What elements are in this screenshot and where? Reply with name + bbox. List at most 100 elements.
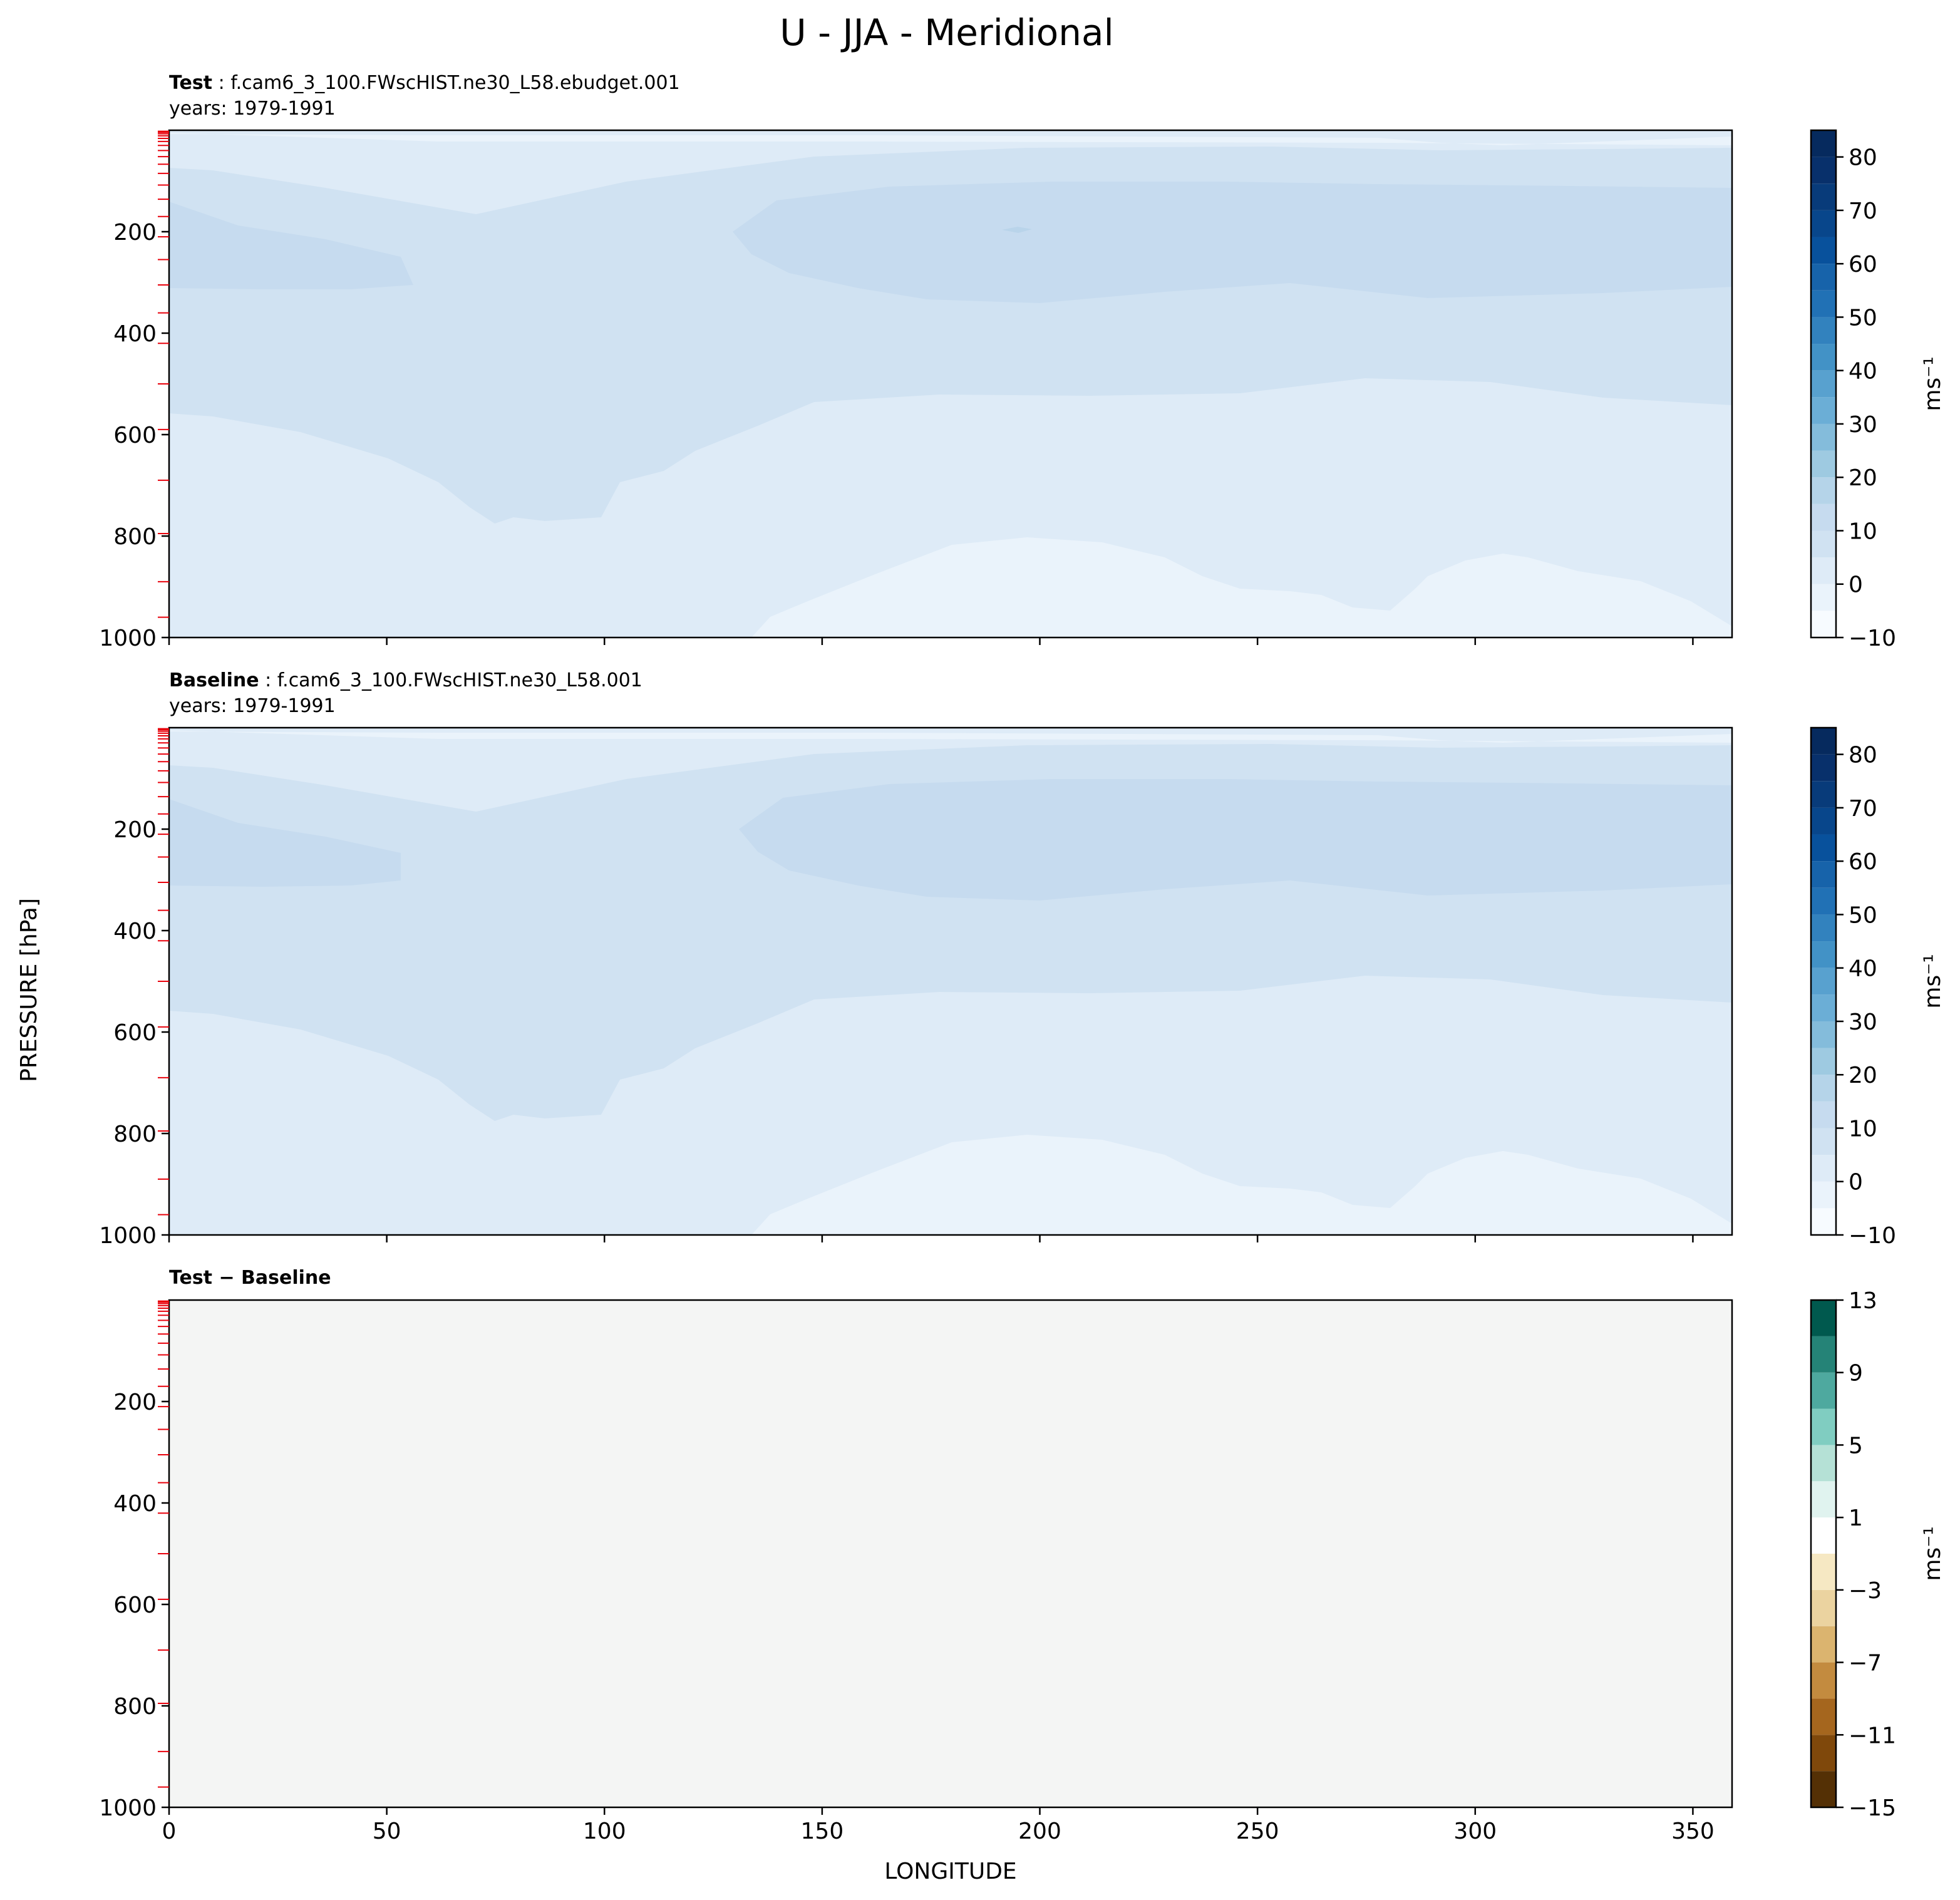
test-model-level-ticks	[158, 130, 169, 618]
colorbar-segment	[1811, 1554, 1836, 1590]
colorbar-segment	[1811, 1735, 1836, 1772]
colorbar-segment	[1811, 611, 1836, 638]
colorbar-tick-label: 30	[1849, 1009, 1877, 1035]
colorbar-tick-label: 1	[1849, 1505, 1863, 1531]
colorbar-tick-label: 40	[1849, 359, 1877, 385]
difference-contour-field	[169, 1300, 1732, 1807]
colorbar-tick-label: 0	[1849, 1170, 1863, 1195]
y-tick-label: 800	[113, 1122, 157, 1147]
colorbar-tick-label: −10	[1849, 626, 1896, 651]
y-tick-label: 400	[113, 919, 157, 944]
contour-band-20-25	[169, 799, 401, 887]
contour-band-20-25	[169, 202, 413, 289]
colorbar-segment	[1811, 210, 1836, 237]
colorbar-tick-label: −11	[1849, 1723, 1896, 1748]
y-tick-label: 200	[113, 1390, 157, 1415]
colorbar-tick-label: 50	[1849, 902, 1877, 928]
y-axis-label: PRESSURE [hPa]	[16, 898, 42, 1082]
baseline-colorbar-label: ms⁻¹	[1920, 954, 1946, 1008]
colorbar-segment	[1811, 317, 1836, 344]
colorbar-tick-label: 13	[1849, 1288, 1877, 1314]
y-tick-label: 1000	[99, 1795, 157, 1821]
colorbar-segment	[1811, 1075, 1836, 1102]
colorbar-segment	[1811, 1662, 1836, 1699]
baseline-panel-label: Baseline : f.cam6_3_100.FWscHIST.ne30_L5…	[169, 669, 642, 691]
colorbar-segment	[1811, 1771, 1836, 1807]
colorbar-segment	[1811, 968, 1836, 995]
colorbar-segment	[1811, 423, 1836, 451]
baseline-model-level-ticks	[158, 728, 169, 1216]
colorbar-tick-label: −3	[1849, 1578, 1882, 1604]
colorbar-segment	[1811, 781, 1836, 808]
contour-band-5-10	[169, 133, 1732, 145]
x-tick-label: 200	[1018, 1819, 1061, 1844]
y-tick-label: 1000	[99, 626, 157, 651]
colorbar-segment	[1811, 1336, 1836, 1373]
colorbar-segment	[1811, 1481, 1836, 1518]
colorbar-tick-label: 50	[1849, 305, 1877, 331]
x-tick-label: 250	[1236, 1819, 1279, 1844]
y-tick-label: 200	[113, 817, 157, 843]
colorbar-segment	[1811, 1698, 1836, 1735]
colorbar-segment	[1811, 887, 1836, 915]
colorbar-segment	[1811, 728, 1836, 755]
colorbar-segment	[1811, 397, 1836, 424]
colorbar-segment	[1811, 1517, 1836, 1554]
colorbar-segment	[1811, 1372, 1836, 1409]
colorbar-segment	[1811, 264, 1836, 291]
contour-band-20-25	[739, 779, 1732, 901]
difference-colorbar: −15 −11 −7 −3 1 5 9 13	[1810, 1288, 1896, 1821]
colorbar-tick-label: −15	[1849, 1795, 1896, 1821]
test-panel-label: Test : f.cam6_3_100.FWscHIST.ne30_L58.eb…	[169, 72, 680, 94]
colorbar-frame	[1810, 129, 1837, 639]
figure-title: U - JJA - Meridional	[780, 11, 1113, 54]
y-tick-label: 600	[113, 1593, 157, 1618]
colorbar-segment	[1811, 237, 1836, 264]
y-tick-label: 800	[113, 524, 157, 550]
colorbar-segment	[1811, 754, 1836, 782]
y-tick-label: 600	[113, 423, 157, 448]
difference-panel: Test − Baseline 0 50 100 150 200 250 300 350 20…	[99, 1267, 1946, 1844]
y-tick-label: 400	[113, 1491, 157, 1517]
colorbar-segment	[1811, 1101, 1836, 1128]
x-tick-label: 300	[1453, 1819, 1497, 1844]
colorbar-tick-label: 80	[1849, 145, 1877, 171]
colorbar-tick-label: 10	[1849, 1116, 1877, 1142]
colorbar-segment	[1811, 183, 1836, 210]
colorbar-segment	[1811, 834, 1836, 862]
colorbar-tick-label: 9	[1849, 1361, 1863, 1386]
colorbar-tick-label: −7	[1849, 1651, 1882, 1676]
colorbar-tick-label: 10	[1849, 519, 1877, 544]
colorbar-tick-label: 40	[1849, 956, 1877, 982]
colorbar-segment	[1811, 157, 1836, 184]
colorbar-segment	[1811, 1181, 1836, 1209]
difference-model-level-ticks	[158, 1300, 169, 1788]
y-tick-label: 200	[113, 220, 157, 245]
colorbar-segment	[1811, 130, 1836, 157]
colorbar-segment	[1811, 370, 1836, 398]
test-x-ticks	[168, 638, 1694, 645]
test-colorbar: −10 0 10 20 30 40 50 60 70 80	[1810, 129, 1896, 651]
colorbar-segment	[1811, 1155, 1836, 1182]
colorbar-tick-label: 60	[1849, 849, 1877, 875]
colorbar-segment	[1811, 530, 1836, 558]
difference-colorbar-label: ms⁻¹	[1920, 1526, 1946, 1581]
colorbar-segment	[1811, 807, 1836, 835]
colorbar-frame	[1810, 1299, 1837, 1809]
test-years-label: years: 1979-1991	[169, 98, 336, 120]
colorbar-segment	[1811, 1626, 1836, 1663]
colorbar-segment	[1811, 477, 1836, 504]
colorbar-segment	[1811, 994, 1836, 1021]
colorbar-segment	[1811, 1208, 1836, 1235]
colorbar-tick-label: 70	[1849, 199, 1877, 224]
colorbar-tick-label: 30	[1849, 412, 1877, 438]
difference-y-ticks: 200 400 600 800 1000	[99, 1390, 169, 1821]
y-tick-label: 800	[113, 1694, 157, 1720]
x-tick-label: 0	[162, 1819, 177, 1844]
difference-panel-label: Test − Baseline	[169, 1267, 331, 1289]
test-panel: Test : f.cam6_3_100.FWscHIST.ne30_L58.eb…	[99, 72, 1946, 651]
colorbar-segment	[1811, 503, 1836, 531]
colorbar-frame	[1810, 726, 1837, 1236]
baseline-panel: Baseline : f.cam6_3_100.FWscHIST.ne30_L5…	[99, 669, 1946, 1249]
